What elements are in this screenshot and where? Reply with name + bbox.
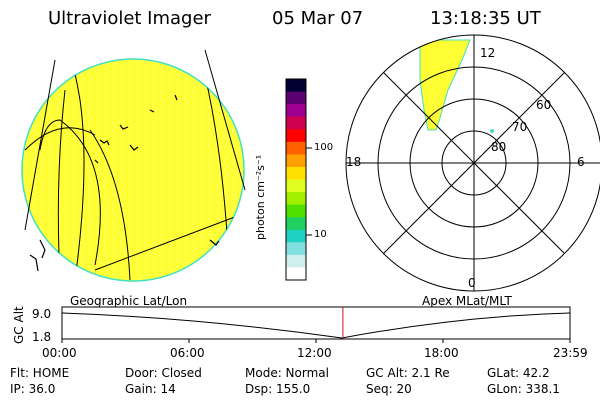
- status-gc-altitude: GC Alt: 2.1 Re: [366, 366, 450, 380]
- timeline-tick-0000: 00:00: [42, 346, 77, 360]
- timeline-y-bottom: 1.8: [32, 330, 52, 344]
- color-scale-step: [286, 179, 306, 193]
- color-scale-step: [286, 217, 306, 231]
- mlat-label-60: 60: [536, 98, 552, 112]
- color-scale-step: [286, 204, 306, 218]
- status-door: Door: Closed: [125, 366, 202, 380]
- color-scale-step: [286, 91, 306, 105]
- subsatellite-point-marker: [490, 129, 494, 133]
- timeline-y-top: 9.0: [32, 307, 52, 321]
- color-scale-step: [286, 254, 306, 268]
- status-geographic-latitude: GLat: 42.2: [487, 366, 550, 380]
- status-geographic-longitude: GLon: 338.1: [487, 382, 560, 396]
- timeline-frame: [61, 306, 571, 340]
- polar-axis-diagonal-2: [383, 72, 565, 254]
- color-scale-tick-10: 10: [314, 229, 327, 240]
- timeline-tick-1200: 12:00: [297, 346, 332, 360]
- right-panel-caption: Apex MLat/MLT: [422, 294, 512, 308]
- observation-date: 05 Mar 07: [272, 8, 364, 29]
- color-scale-step: [286, 166, 306, 180]
- mlt-label-18: 18: [346, 155, 362, 169]
- color-scale-frame: [285, 78, 307, 281]
- altitude-curve: [61, 312, 571, 339]
- instrument-title: Ultraviolet Imager: [48, 8, 211, 29]
- left-panel-caption: Geographic Lat/Lon: [70, 294, 188, 308]
- status-dsp: Dsp: 155.0: [245, 382, 311, 396]
- timeline-axis-label: GC Alt: [12, 306, 26, 344]
- color-scale-step: [286, 229, 306, 243]
- timeline-tick-2359: 23:59: [553, 346, 588, 360]
- timeline-tick-0600: 06:00: [170, 346, 205, 360]
- earth-disk: [22, 59, 244, 281]
- auroral-emission-region: [419, 39, 471, 131]
- color-scale-tick-100: 100: [314, 142, 334, 153]
- timeline-tick-1800: 18:00: [424, 346, 459, 360]
- color-scale-step: [286, 267, 306, 281]
- observation-time: 13:18:35 UT: [430, 8, 541, 29]
- color-scale-step: [286, 129, 306, 143]
- coastlines: [29, 94, 220, 272]
- status-flight: Flt: HOME: [10, 366, 70, 380]
- mlat-label-80: 80: [491, 140, 507, 154]
- frame-line-left: [24, 59, 56, 231]
- color-scale-step: [286, 154, 306, 168]
- status-mode: Mode: Normal: [245, 366, 329, 380]
- color-scale-step: [286, 192, 306, 206]
- mlt-label-6: 6: [577, 155, 585, 169]
- frame-line: [204, 49, 246, 191]
- timeline-ticks: [61, 339, 571, 343]
- color-scale-step: [286, 141, 306, 155]
- color-scale-step: [286, 104, 306, 118]
- status-sequence: Seq: 20: [366, 382, 412, 396]
- color-scale-step: [286, 242, 306, 256]
- color-scale-step: [286, 79, 306, 93]
- mlt-label-12: 12: [480, 46, 496, 60]
- status-gain: Gain: 14: [125, 382, 176, 396]
- color-scale-step: [286, 116, 306, 130]
- mlat-label-70: 70: [512, 120, 528, 134]
- status-ip: IP: 36.0: [10, 382, 56, 396]
- mlt-label-0: 0: [468, 276, 476, 290]
- earth-rim: [21, 58, 245, 282]
